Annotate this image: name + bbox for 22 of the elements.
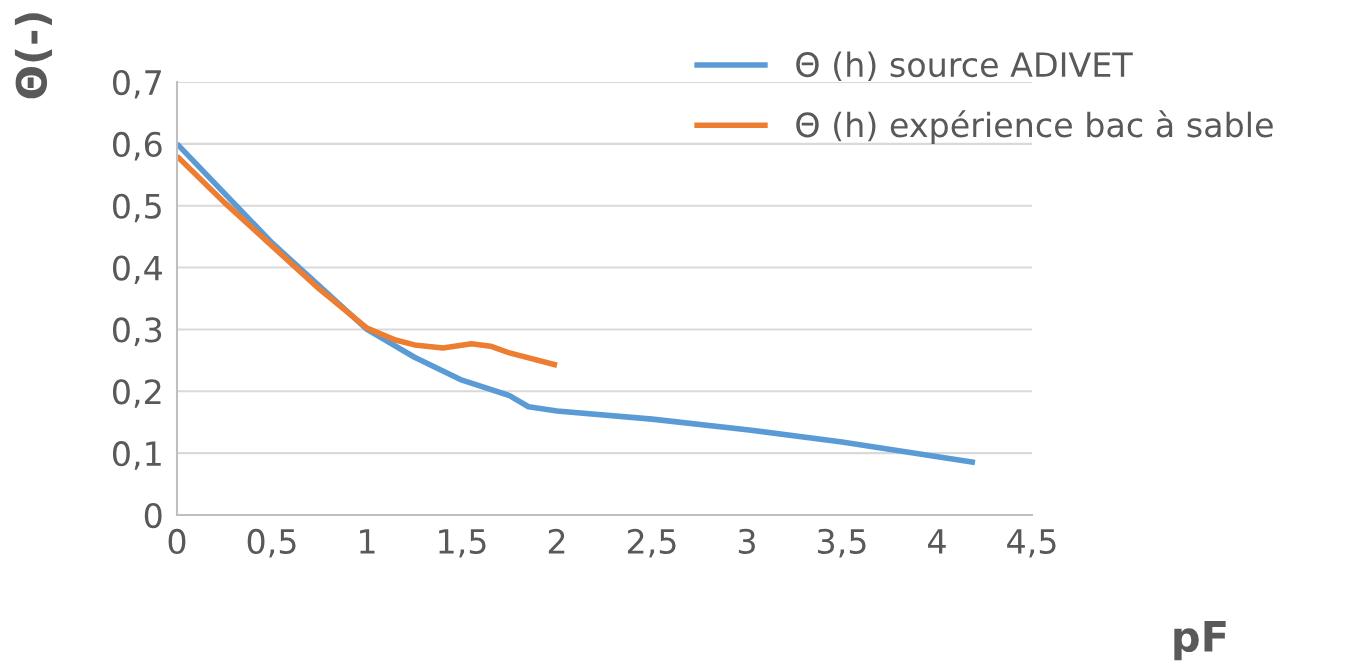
y-tick-label: 0,3 [112,317,162,346]
x-tick-label: 1,5 [439,529,486,558]
legend-label: Θ (h) source ADIVET [796,51,1133,82]
x-tick-label: 2,5 [627,528,676,558]
x-tick-label: 1 [360,529,375,554]
legend-label: Θ (h) expérience bac à sable [796,110,1273,144]
x-tick-label: 0,5 [247,528,296,558]
y-tick-label: 0,6 [112,131,162,161]
x-tick-label: 4 [928,529,946,554]
y-tick-label: 0,1 [112,441,161,470]
y-axis-title: Θ(-) [14,13,52,99]
y-tick-label: 0,2 [112,379,161,408]
y-tick-label: 0 [144,502,162,529]
x-tick-label: 2 [548,528,565,554]
y-tick-label: 0,4 [112,255,162,285]
x-axis-title: pF [1174,621,1226,661]
x-tick-label: 3 [738,528,755,554]
y-tick-label: 0,5 [112,193,161,223]
x-tick-label: 3,5 [818,528,866,558]
y-tick-label: 0,7 [112,69,161,99]
x-tick-label: 0 [168,528,186,554]
x-tick-label: 4,5 [1007,529,1056,558]
